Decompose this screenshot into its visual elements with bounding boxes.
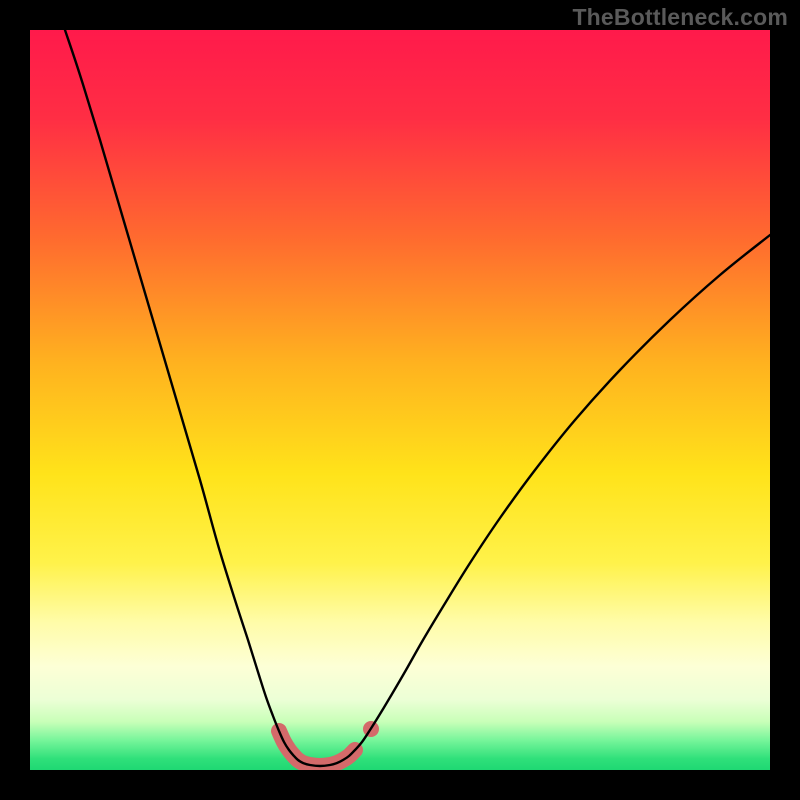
chart-canvas: TheBottleneck.com (0, 0, 800, 800)
chart-svg (0, 0, 800, 800)
plot-background-gradient (30, 30, 770, 770)
